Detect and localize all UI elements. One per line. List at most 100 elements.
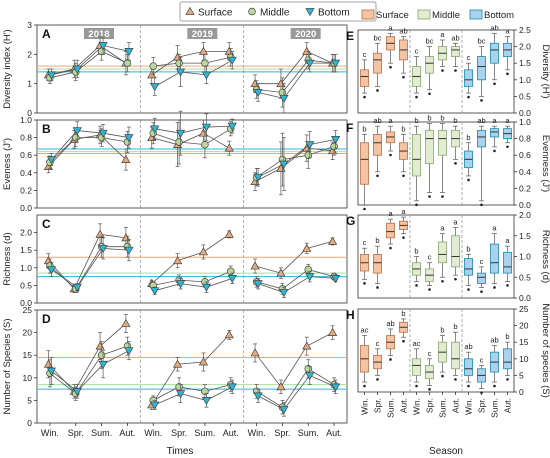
series-line bbox=[257, 138, 336, 178]
box-group-middle: acc b b bbox=[412, 322, 460, 391]
seasonal-boxplot-panels: Surface Middle Bottom 0.0 0.5 1.0 1.5 2.0 2.5 Div… bbox=[346, 9, 550, 418]
significance-letter: b bbox=[466, 244, 470, 253]
significance-letter: ac bbox=[361, 326, 369, 335]
box-body bbox=[490, 243, 499, 274]
y-tick-label: 3 bbox=[27, 20, 32, 30]
plot-frame bbox=[36, 119, 348, 209]
series-line bbox=[151, 334, 230, 406]
data-point bbox=[250, 261, 260, 270]
plot-frame bbox=[357, 308, 515, 393]
significance-letter: a bbox=[388, 116, 393, 125]
data-point bbox=[305, 59, 315, 68]
data-point bbox=[175, 390, 186, 399]
outlier-point bbox=[480, 290, 483, 293]
box-body bbox=[490, 42, 499, 64]
significance-letter: ab bbox=[451, 33, 459, 42]
outlier-point bbox=[467, 288, 470, 291]
y-tick-label: 0.8 bbox=[20, 133, 32, 143]
y-axis-label: Diversity index (H') bbox=[2, 29, 13, 108]
y-axis-label: Richness (d) bbox=[540, 230, 550, 283]
outlier-point bbox=[428, 195, 431, 198]
plot-frame bbox=[357, 29, 515, 114]
x-tick-label: Spr. bbox=[425, 398, 435, 413]
data-point bbox=[201, 140, 209, 149]
y-tick-label: 25 bbox=[23, 305, 33, 315]
x-tick-label: Spr. bbox=[68, 428, 84, 438]
data-point bbox=[227, 275, 237, 284]
box: ab bbox=[490, 336, 499, 388]
y-tick-label: 0 bbox=[519, 387, 524, 397]
series-bottom bbox=[46, 36, 341, 114]
outlier-point bbox=[441, 195, 444, 198]
box-group-surface: acc abb bbox=[360, 309, 408, 388]
outlier-point bbox=[376, 174, 379, 178]
significance-letter: b bbox=[466, 133, 470, 142]
significance-letter: c bbox=[415, 47, 419, 56]
box: a bbox=[386, 23, 395, 69]
series-line bbox=[254, 147, 333, 182]
box-group-bottom: b c aa bbox=[464, 224, 512, 293]
data-point bbox=[279, 289, 289, 298]
box-legend: Surface Middle Bottom bbox=[361, 9, 514, 21]
outlier-point bbox=[454, 162, 457, 165]
y-tick-label: 0.6 bbox=[519, 150, 531, 160]
box-body bbox=[360, 69, 369, 87]
data-point bbox=[124, 48, 134, 57]
series-line bbox=[49, 50, 128, 79]
y-tick-label: 1.0 bbox=[519, 252, 531, 262]
series-line bbox=[51, 248, 129, 288]
significance-letter: a bbox=[388, 23, 393, 32]
y-tick-label: 0.0 bbox=[519, 200, 531, 210]
box: b bbox=[425, 114, 434, 198]
x-tick-label: Win. bbox=[248, 428, 266, 438]
x-tick-label: Win. bbox=[412, 398, 422, 415]
box: a bbox=[503, 116, 512, 149]
data-point bbox=[304, 265, 313, 274]
y-axis-label: Evenness (J') bbox=[540, 135, 550, 192]
significance-letter: a bbox=[505, 236, 510, 245]
significance-letter: a bbox=[453, 217, 458, 226]
y-axis-label: Number of species (S) bbox=[540, 303, 550, 398]
significance-letter: b bbox=[440, 114, 444, 123]
x-tick-label: Sum. bbox=[194, 428, 215, 438]
y-tick-label: 2 bbox=[27, 49, 32, 59]
data-point bbox=[72, 388, 82, 397]
y-tick-label: 0.2 bbox=[519, 183, 531, 193]
outlier-point bbox=[454, 277, 457, 281]
data-point bbox=[72, 127, 82, 136]
box: a bbox=[438, 30, 447, 72]
outlier-point bbox=[493, 149, 496, 153]
plot-frame bbox=[36, 309, 348, 424]
data-point bbox=[330, 142, 338, 151]
series-line bbox=[153, 384, 231, 401]
x-tick-label: Aut. bbox=[119, 428, 135, 438]
significance-letter: ab bbox=[490, 23, 498, 32]
data-point bbox=[72, 283, 82, 292]
series-line bbox=[257, 375, 336, 410]
x-tick-label: Spr. bbox=[274, 428, 290, 438]
box: ab bbox=[477, 116, 486, 207]
series-line bbox=[257, 276, 336, 293]
y-tick-label: 1.5 bbox=[519, 231, 531, 241]
x-tick-label: Win. bbox=[360, 398, 370, 415]
y-tick-label: 0.5 bbox=[20, 280, 32, 290]
box: b bbox=[438, 326, 447, 378]
significance-letter: c bbox=[376, 339, 380, 348]
y-tick-label: 1 bbox=[27, 79, 32, 89]
panel-C: 0.0 0.5 1.0 1.5 2.0 Richness (d) C bbox=[2, 214, 348, 308]
box-body bbox=[412, 358, 421, 376]
outlier-point bbox=[467, 178, 470, 182]
y-axis-label: Diversity (H') bbox=[540, 44, 550, 98]
outlier-point bbox=[376, 89, 379, 92]
outlier-point bbox=[506, 378, 509, 381]
data-point bbox=[149, 62, 158, 70]
y-tick-label: 2.5 bbox=[519, 25, 531, 35]
series-line bbox=[154, 277, 233, 292]
data-point bbox=[224, 330, 234, 339]
outlier-point bbox=[389, 246, 392, 250]
data-point bbox=[276, 78, 286, 88]
data-point bbox=[175, 59, 183, 67]
